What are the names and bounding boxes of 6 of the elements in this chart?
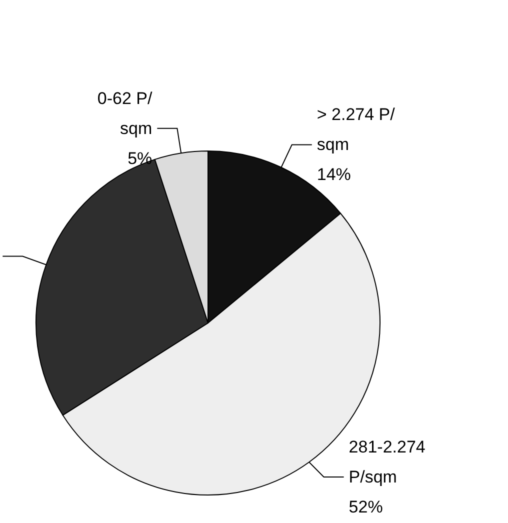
slice-label: 281-2.274 P/sqm	[348, 438, 430, 486]
data-label: 14%	[316, 165, 351, 184]
data-label: 5%	[128, 148, 152, 168]
slice-label: > 2.274 P/sqm	[316, 105, 396, 154]
slice-label: 0-62 P/sqm	[97, 88, 152, 138]
data-label: 52%	[348, 498, 383, 516]
